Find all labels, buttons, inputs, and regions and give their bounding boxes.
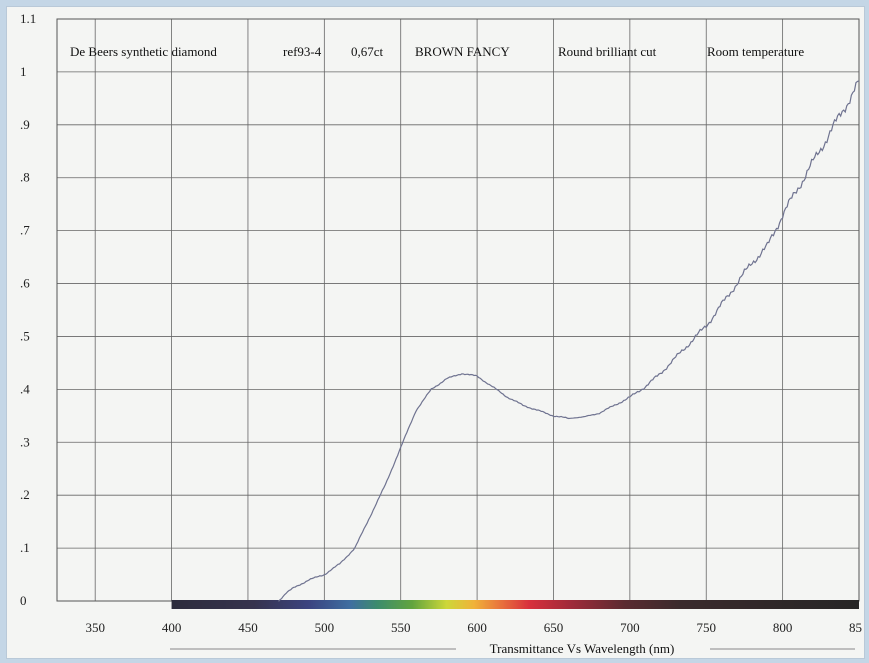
x-tick-label-1: 400 (162, 620, 182, 635)
chart-panel (6, 6, 865, 659)
y-tick-label-11: 1.1 (20, 11, 36, 26)
title-part-1: ref93-4 (283, 44, 322, 59)
y-tick-label-1: .1 (20, 540, 30, 555)
y-tick-label-9: .9 (20, 117, 30, 132)
y-tick-label-6: .6 (20, 276, 30, 291)
y-tick-label-0: 0 (20, 593, 27, 608)
title-part-4: Round brilliant cut (558, 44, 657, 59)
title-part-3: BROWN FANCY (415, 44, 510, 59)
x-tick-label-0: 350 (85, 620, 105, 635)
x-tick-label-5: 600 (467, 620, 487, 635)
visible-spectrum-band (171, 600, 860, 609)
x-tick-label-3: 500 (315, 620, 335, 635)
y-tick-label-3: .3 (20, 434, 30, 449)
y-axis-ticks: 0 .1 .2 .3 .4 .5 .6 .7 .8 .9 1 1.1 (20, 11, 36, 608)
x-axis-ticks: 350 400 450 500 550 600 650 700 750 800 85 (85, 620, 862, 635)
x-tick-label-4: 550 (391, 620, 411, 635)
spectrum-bar (171, 600, 860, 609)
x-tick-label-8: 750 (696, 620, 716, 635)
grid-lines (57, 18, 860, 602)
x-axis-label: Transmittance Vs Wavelength (nm) (490, 641, 675, 656)
transmittance-line (278, 80, 860, 602)
title-part-2: 0,67ct (351, 44, 384, 59)
y-tick-label-5: .5 (20, 328, 30, 343)
x-tick-label-10: 85 (849, 620, 862, 635)
title-part-5: Room temperature (707, 44, 804, 59)
chart-title: De Beers synthetic diamond ref93-4 0,67ct B… (70, 44, 804, 59)
y-tick-label-2: .2 (20, 487, 30, 502)
x-tick-label-6: 650 (544, 620, 564, 635)
y-tick-label-4: .4 (20, 381, 30, 396)
y-tick-label-8: .8 (20, 170, 30, 185)
y-tick-label-7: .7 (20, 223, 30, 238)
x-tick-label-7: 700 (620, 620, 640, 635)
title-part-0: De Beers synthetic diamond (70, 44, 217, 59)
plot-frame (56, 18, 860, 602)
x-tick-label-2: 450 (238, 620, 258, 635)
y-tick-label-10: 1 (20, 64, 27, 79)
x-tick-label-9: 800 (773, 620, 793, 635)
